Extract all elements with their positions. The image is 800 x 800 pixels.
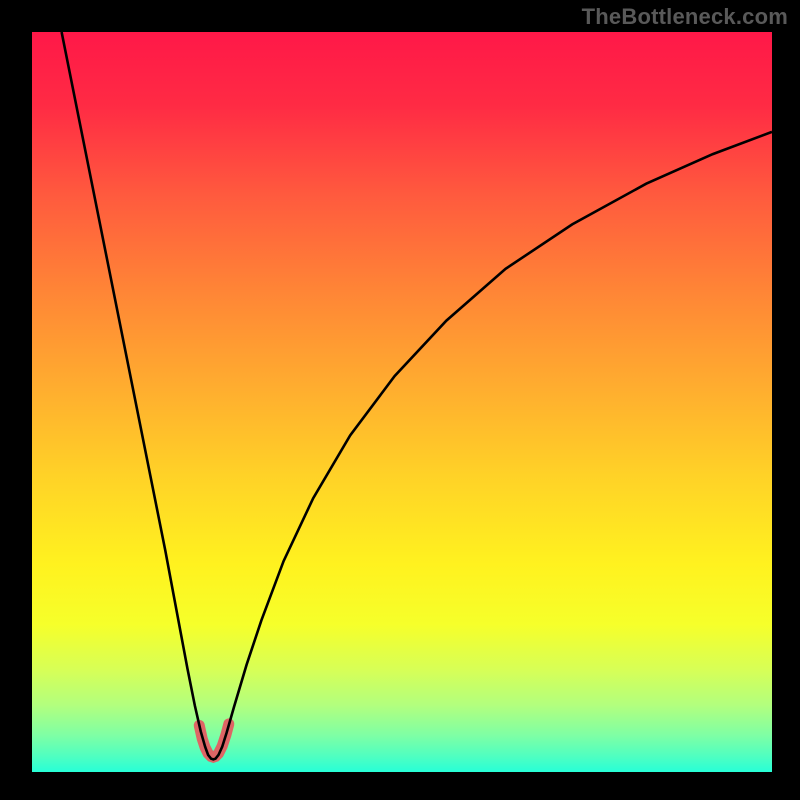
bottleneck-curve [62,32,772,759]
chart-svg [32,32,772,772]
chart-container: TheBottleneck.com [0,0,800,800]
plot-area [32,32,772,772]
watermark-text: TheBottleneck.com [582,4,788,30]
